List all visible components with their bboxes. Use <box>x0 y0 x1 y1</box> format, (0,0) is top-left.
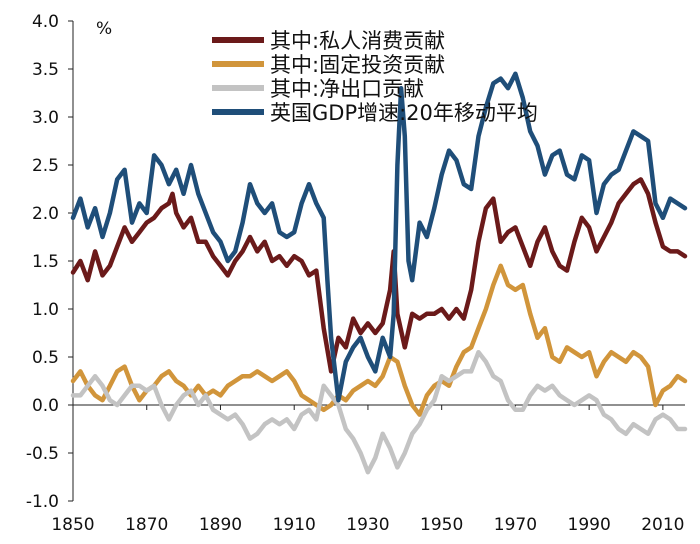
legend-label: 其中:私人消费贡献 <box>270 29 445 53</box>
y-tick-label: 2.0 <box>32 204 59 224</box>
y-tick-label: 3.5 <box>32 60 59 80</box>
y-tick-label: 1.0 <box>32 300 59 320</box>
y-tick-label: 0.0 <box>32 396 59 416</box>
series-line-gdp-growth <box>70 71 688 403</box>
x-tick-label: 1890 <box>199 515 242 535</box>
x-tick-label: 1910 <box>273 515 316 535</box>
legend: 其中:私人消费贡献其中:固定投资贡献其中:净出口贡献英国GDP增速:20年移动平… <box>212 29 538 125</box>
x-tick-label: 1870 <box>125 515 168 535</box>
legend-label: 其中:净出口贡献 <box>270 77 424 101</box>
x-tick-label: 1970 <box>494 515 537 535</box>
unit-label: % <box>96 19 112 39</box>
y-axis-ticks: -1.0 -0.5 0.0 0.5 1.0 1.5 2.0 2.5 3.0 3.5 4.0 <box>26 12 73 512</box>
y-tick-label: -1.0 <box>26 492 59 512</box>
legend-item-gdp-growth: 英国GDP增速:20年移动平均 <box>212 101 538 125</box>
y-tick-label: -0.5 <box>26 444 59 464</box>
y-tick-label: 1.5 <box>32 252 59 272</box>
x-axis-ticks: 1850 1870 1890 1910 1930 1950 1970 1990 2010 <box>51 405 685 535</box>
legend-label: 其中:固定投资贡献 <box>270 53 445 77</box>
y-tick-label: 3.0 <box>32 108 59 128</box>
y-tick-label: 0.5 <box>32 348 59 368</box>
series-line-fixed-investment <box>70 263 688 417</box>
legend-label: 英国GDP增速:20年移动平均 <box>270 101 538 125</box>
x-tick-label: 2010 <box>641 515 684 535</box>
legend-item-fixed-investment: 其中:固定投资贡献 <box>212 53 445 77</box>
series-layer <box>70 71 688 475</box>
legend-item-net-exports: 其中:净出口贡献 <box>212 77 424 101</box>
x-tick-label: 1990 <box>568 515 611 535</box>
y-tick-label: 4.0 <box>32 12 59 32</box>
series-line-net-exports <box>70 349 688 475</box>
x-tick-label: 1950 <box>420 515 463 535</box>
x-tick-label: 1850 <box>51 515 94 535</box>
x-tick-label: 1930 <box>346 515 389 535</box>
series-line-private-consumption <box>70 177 688 374</box>
y-tick-label: 2.5 <box>32 156 59 176</box>
legend-item-private-consumption: 其中:私人消费贡献 <box>212 29 445 53</box>
